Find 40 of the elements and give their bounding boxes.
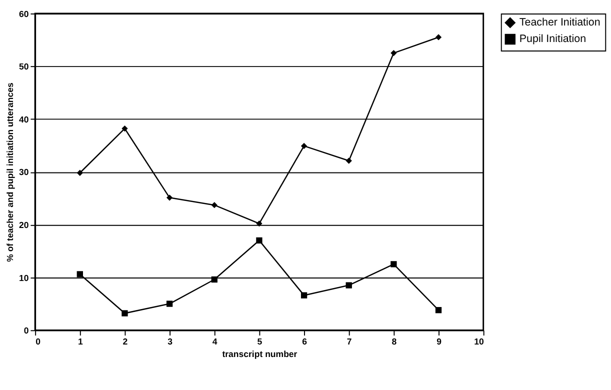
x-tick-label: 8 bbox=[392, 336, 397, 346]
point bbox=[256, 220, 262, 227]
point bbox=[435, 307, 442, 314]
y-tick-label: 30 bbox=[18, 167, 29, 178]
x-tick-label: 0 bbox=[36, 336, 41, 346]
point bbox=[346, 282, 352, 288]
x-tick-label: 3 bbox=[168, 336, 173, 346]
point bbox=[166, 194, 173, 201]
point bbox=[435, 34, 442, 40]
x-tick-label: 6 bbox=[302, 336, 308, 346]
x-tick-label: 5 bbox=[257, 336, 262, 346]
y-tick-label: 50 bbox=[18, 62, 29, 72]
y-tick-label: 0 bbox=[24, 326, 29, 336]
point bbox=[390, 261, 397, 268]
point bbox=[122, 125, 128, 132]
y-tick-label: 20 bbox=[18, 220, 29, 230]
point bbox=[122, 310, 128, 316]
y-tick-label: 10 bbox=[18, 272, 29, 283]
point bbox=[300, 142, 308, 150]
legend-label: Pupil Initiation bbox=[519, 33, 586, 46]
point bbox=[76, 170, 83, 176]
x-tick-label: 10 bbox=[474, 336, 484, 346]
x-tick-label: 4 bbox=[212, 336, 218, 346]
y-tick-label: 60 bbox=[18, 8, 29, 19]
point bbox=[300, 292, 308, 298]
legend-label: Teacher Initiation bbox=[519, 16, 600, 29]
y-axis-title: % of teacher and pupil initiation utterances bbox=[5, 82, 16, 262]
x-tick-label: 7 bbox=[346, 336, 352, 346]
x-tick-label: 1 bbox=[78, 336, 83, 346]
point bbox=[346, 158, 352, 164]
point bbox=[390, 50, 397, 56]
point bbox=[256, 237, 262, 244]
point bbox=[211, 202, 218, 208]
point bbox=[76, 271, 83, 278]
x-tick-label: 9 bbox=[436, 336, 442, 346]
point bbox=[166, 300, 173, 307]
point bbox=[211, 276, 218, 283]
x-tick-label: 2 bbox=[122, 336, 128, 346]
x-axis-title: transcript number bbox=[222, 348, 298, 359]
y-tick-label: 40 bbox=[18, 114, 29, 124]
